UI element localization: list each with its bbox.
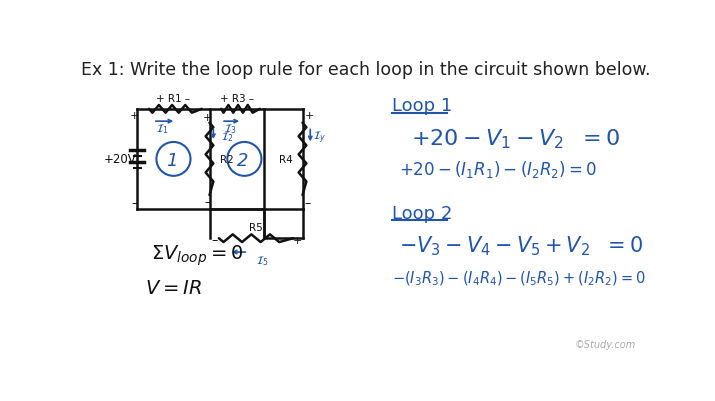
Text: R4: R4 <box>279 154 292 164</box>
Text: Loop 1: Loop 1 <box>392 97 452 115</box>
Text: R2: R2 <box>220 154 234 164</box>
Text: +: + <box>305 111 314 121</box>
Text: Loop 2: Loop 2 <box>392 204 452 222</box>
Text: ©Study.com: ©Study.com <box>574 339 636 349</box>
Text: +: + <box>129 111 139 121</box>
Text: $+20 - (I_1 R_1) - (I_2 R_2) = 0$: $+20 - (I_1 R_1) - (I_2 R_2) = 0$ <box>400 159 598 180</box>
Text: $\mathcal{I}_y$: $\mathcal{I}_y$ <box>313 129 327 146</box>
Text: 2: 2 <box>237 152 249 170</box>
Text: Ex 1: Write the loop rule for each loop in the circuit shown below.: Ex 1: Write the loop rule for each loop … <box>82 61 651 79</box>
Text: $-V_3 - V_4 - V_5 + V_2\ \ = 0$: $-V_3 - V_4 - V_5 + V_2\ \ = 0$ <box>400 234 644 257</box>
Text: $V = IR$: $V = IR$ <box>145 278 202 297</box>
Text: $+20 - V_1 - V_2\ \ = 0$: $+20 - V_1 - V_2\ \ = 0$ <box>411 127 621 150</box>
Text: $\mathcal{I}_3$: $\mathcal{I}_3$ <box>224 122 237 136</box>
Text: $\mathcal{I}_1$: $\mathcal{I}_1$ <box>156 122 169 136</box>
Text: $\Sigma V_{loop} = 0$: $\Sigma V_{loop} = 0$ <box>152 243 244 268</box>
Text: + R1 –: + R1 – <box>157 94 190 104</box>
Text: $\mathcal{I}_5$: $\mathcal{I}_5$ <box>256 253 269 267</box>
Text: –: – <box>212 234 218 247</box>
Text: +: + <box>203 112 212 122</box>
Text: + R3 –: + R3 – <box>220 94 254 104</box>
Text: $-(I_3 R_3) - (I_4 R_4) - (I_5 R_5) + (I_2 R_2) = 0$: $-(I_3 R_3) - (I_4 R_4) - (I_5 R_5) + (I… <box>392 269 646 288</box>
Text: –: – <box>204 195 211 208</box>
Text: R5: R5 <box>249 223 263 233</box>
Text: +: + <box>292 235 302 245</box>
Text: $\mathcal{I}_2$: $\mathcal{I}_2$ <box>221 130 234 143</box>
Text: +20V: +20V <box>104 153 137 166</box>
Text: 1: 1 <box>166 152 177 170</box>
Text: –: – <box>131 197 137 210</box>
Text: –: – <box>305 197 311 210</box>
